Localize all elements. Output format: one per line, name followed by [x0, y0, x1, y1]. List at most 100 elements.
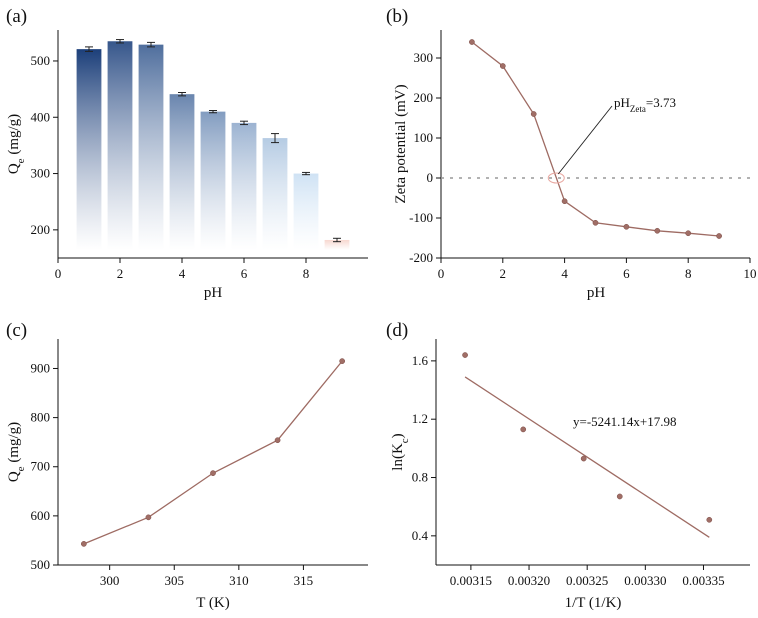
- x-tick-label-c: 315: [294, 573, 314, 588]
- x-tick-label-d: 0.00315: [450, 573, 492, 588]
- plot-area-c: [80, 358, 346, 547]
- bar: [324, 239, 350, 250]
- bar: [200, 111, 226, 250]
- data-point: [80, 541, 87, 547]
- data-point: [469, 39, 475, 45]
- x-tick-label-a: 2: [117, 266, 124, 281]
- y-tick-label-a: 500: [31, 53, 51, 68]
- y-tick-label-a: 300: [31, 166, 51, 181]
- data-point: [561, 198, 568, 205]
- x-tick-label-b: 0: [438, 266, 445, 281]
- data-point: [339, 358, 346, 364]
- annotation-pzc: pHZeta=3.73: [614, 95, 676, 114]
- bar: [138, 44, 164, 250]
- data-point: [706, 516, 713, 523]
- x-ticks-c: 300 305 310 315: [100, 565, 313, 588]
- bar: [262, 138, 288, 250]
- data-point: [210, 470, 216, 476]
- data-point: [580, 455, 587, 462]
- y-tick-label-b: 300: [414, 50, 434, 65]
- y-ticks-c: 500 600 700 800 900: [31, 360, 58, 572]
- bar: [169, 94, 195, 250]
- bar: [293, 173, 319, 250]
- y-tick-label-d: 1.6: [412, 353, 429, 368]
- data-point: [274, 437, 281, 444]
- data-point: [462, 352, 468, 358]
- x-tick-label-b: 8: [685, 266, 692, 281]
- y-title-unit-c: (mg/g): [6, 422, 22, 467]
- x-axis-title-a: pH: [204, 285, 223, 301]
- y-axis-title-b: Zeta potential (mV): [393, 84, 409, 203]
- y-tick-label-b: -100: [409, 210, 433, 225]
- x-tick-label-a: 8: [303, 266, 310, 281]
- x-tick-label-c: 300: [100, 573, 120, 588]
- annotation-leader: [557, 105, 613, 175]
- y-title-unit-d: ): [390, 433, 406, 438]
- x-ticks-a: 0 2 4 6 8: [55, 258, 310, 281]
- y-title-main-a: Q: [6, 163, 22, 174]
- data-point: [530, 111, 537, 117]
- fit-line: [464, 376, 710, 538]
- panel-label-d: (d): [386, 320, 408, 341]
- y-tick-label-a: 400: [31, 109, 51, 124]
- x-tick-label-a: 0: [55, 266, 62, 281]
- y-title-main-d: ln(K: [390, 443, 406, 471]
- y-title-sub-a: e: [15, 158, 27, 163]
- y-tick-label-d: 1.2: [412, 411, 428, 426]
- bar: [107, 41, 133, 250]
- y-ticks-b: -200 -100 0 100 200 300: [409, 50, 441, 265]
- y-ticks-a: 200 300 400 500: [31, 53, 58, 237]
- y-tick-label-c: 600: [31, 508, 51, 523]
- x-axis-title-d: 1/T (1/K): [565, 595, 622, 611]
- data-point: [623, 223, 630, 230]
- panel-label-a: (a): [6, 6, 27, 27]
- data-point: [499, 63, 506, 69]
- x-tick-label-c: 305: [165, 573, 185, 588]
- y-title-sub-d: c: [399, 438, 411, 443]
- x-tick-label-d: 0.00325: [566, 573, 608, 588]
- y-tick-label-c: 700: [31, 459, 51, 474]
- x-tick-label-d: 0.00335: [682, 573, 724, 588]
- y-title-unit-a: (mg/g): [6, 114, 22, 159]
- y-tick-label-b: 100: [414, 130, 434, 145]
- x-tick-label-a: 4: [179, 266, 186, 281]
- y-title-sub-c: e: [15, 466, 27, 471]
- x-tick-label-b: 10: [744, 266, 757, 281]
- x-tick-label-c: 310: [229, 573, 249, 588]
- data-point: [520, 426, 527, 433]
- x-tick-label-a: 6: [241, 266, 248, 281]
- data-point: [654, 227, 661, 234]
- data-point: [592, 219, 599, 226]
- annotation-main: pH: [614, 95, 630, 110]
- plot-area-b: [441, 39, 750, 239]
- x-tick-label-b: 2: [500, 266, 507, 281]
- y-tick-label-d: 0.8: [412, 470, 428, 485]
- bar: [76, 49, 102, 250]
- panel-label-c: (c): [6, 320, 27, 341]
- panel-label-b: (b): [386, 6, 408, 27]
- bar: [231, 122, 257, 250]
- x-tick-label-d: 0.00330: [624, 573, 666, 588]
- x-ticks-d: 0.00315 0.00320 0.00325 0.00330 0.00335: [450, 565, 725, 588]
- x-tick-label-d: 0.00320: [508, 573, 550, 588]
- fit-equation-d: y=-5241.14x+17.98: [573, 414, 677, 429]
- chart-panel-a: (a) 0 2 4 6 8 200 300 400 500 pH Qe (mg/g): [6, 6, 368, 301]
- y-title-main-c: Q: [6, 471, 22, 482]
- y-tick-label-b: 200: [414, 90, 434, 105]
- data-point: [716, 233, 722, 239]
- data-point: [145, 514, 152, 521]
- y-tick-label-d: 0.4: [412, 528, 429, 543]
- y-axis-title-a: Qe (mg/g): [6, 114, 27, 174]
- data-point: [685, 230, 692, 237]
- y-tick-label-c: 900: [31, 360, 51, 375]
- x-tick-label-b: 6: [623, 266, 630, 281]
- x-axis-title-b: pH: [587, 285, 606, 301]
- y-tick-label-c: 800: [31, 410, 51, 425]
- data-point: [616, 493, 623, 500]
- y-ticks-d: 0.4 0.8 1.2 1.6: [412, 353, 436, 543]
- y-tick-label-a: 200: [31, 222, 51, 237]
- chart-panel-d: (d) 0.00315 0.00320 0.00325 0.00330 0.00335 …: [386, 320, 750, 611]
- series-line: [83, 360, 343, 545]
